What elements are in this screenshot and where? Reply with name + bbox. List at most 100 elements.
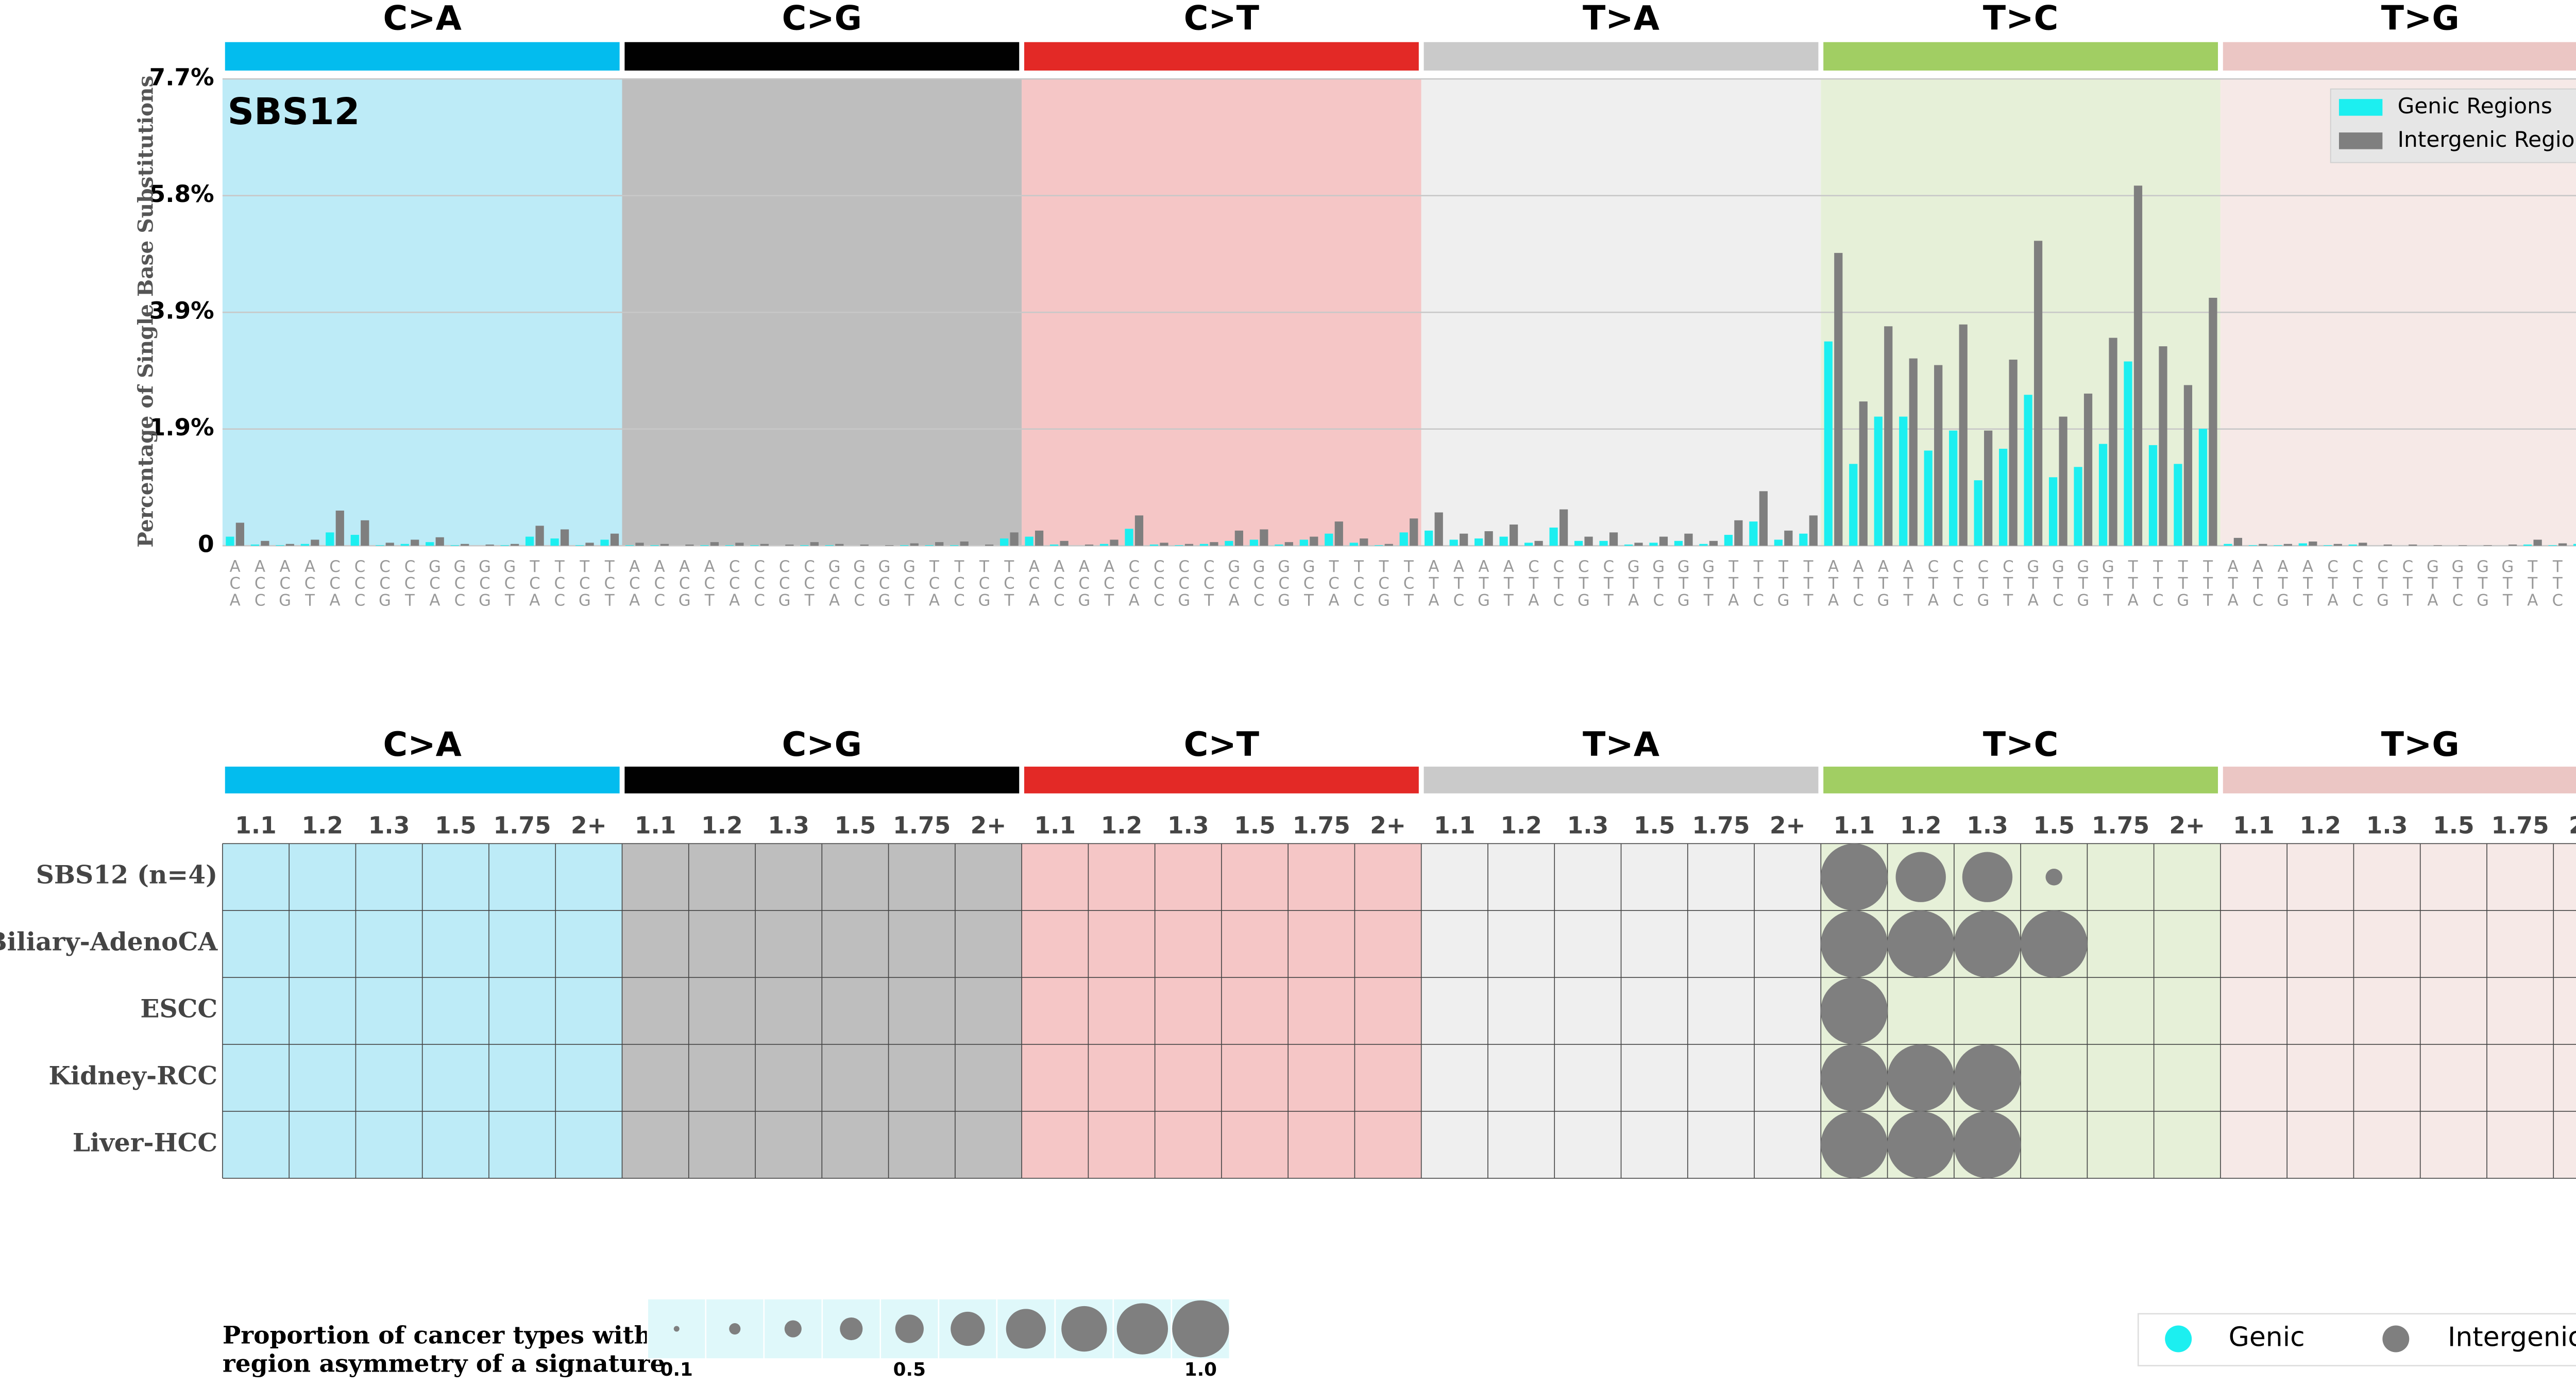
bar bbox=[1434, 512, 1443, 546]
bar bbox=[1334, 521, 1343, 546]
x-tick-label: CTC bbox=[1949, 557, 1968, 608]
bubble bbox=[2045, 868, 2062, 886]
row-label: Kidney-RCC bbox=[48, 1061, 217, 1090]
bar bbox=[835, 544, 844, 546]
size-legend-title: region asymmetry of a signature bbox=[223, 1349, 666, 1378]
size-legend-bubble bbox=[1172, 1300, 1229, 1358]
legend-swatch bbox=[2338, 132, 2383, 149]
x-tick-label: CCG bbox=[1175, 557, 1193, 608]
bar bbox=[2548, 545, 2557, 546]
x-tick-label: GTC bbox=[2049, 557, 2067, 608]
bar bbox=[1874, 416, 1883, 546]
bar bbox=[350, 535, 359, 546]
bar bbox=[2558, 543, 2567, 546]
group-label: T>C bbox=[1983, 0, 2058, 38]
group-label: C>A bbox=[383, 0, 462, 38]
x-tick-label: ATT bbox=[1499, 557, 1518, 608]
x-tick-label: GCT bbox=[1300, 557, 1318, 608]
bar bbox=[2198, 429, 2208, 546]
x-tick-label: CTA bbox=[1924, 557, 1942, 608]
bar bbox=[311, 539, 319, 546]
bar bbox=[326, 532, 334, 546]
x-tick-label: CTC bbox=[2349, 557, 2367, 608]
bar bbox=[1234, 530, 1244, 546]
y-tick-label: 0 bbox=[198, 531, 214, 558]
threshold-label: 1.3 bbox=[1167, 812, 1209, 839]
bar bbox=[2183, 385, 2193, 546]
bar bbox=[1634, 543, 1643, 546]
bar bbox=[2124, 361, 2132, 546]
legend-label: Genic bbox=[2229, 1322, 2305, 1353]
bar bbox=[1859, 401, 1868, 546]
threshold-label: 1.3 bbox=[368, 812, 410, 839]
x-tick-label: GCG bbox=[1275, 557, 1293, 608]
x-tick-label: TCC bbox=[1350, 557, 1368, 608]
threshold-label: 1.75 bbox=[1692, 812, 1750, 839]
bar bbox=[400, 544, 409, 546]
group-bar bbox=[1823, 766, 2218, 793]
threshold-label: 1.5 bbox=[2033, 812, 2075, 839]
bar bbox=[1449, 539, 1458, 546]
threshold-label: 1.5 bbox=[835, 812, 876, 839]
bar bbox=[2209, 297, 2217, 546]
x-tick-label: ATA bbox=[1425, 557, 1443, 608]
bar bbox=[2233, 537, 2243, 546]
x-tick-label: GCA bbox=[1225, 557, 1243, 608]
group-bar bbox=[2223, 766, 2576, 793]
threshold-label: 1.1 bbox=[2233, 812, 2275, 839]
bubble bbox=[1820, 1111, 1888, 1178]
x-tick-label: GTT bbox=[2498, 557, 2517, 608]
threshold-label: 1.3 bbox=[1567, 812, 1609, 839]
threshold-label: 2+ bbox=[2569, 812, 2576, 839]
bar bbox=[600, 539, 609, 546]
threshold-label: 1.5 bbox=[2433, 812, 2475, 839]
bar bbox=[2573, 544, 2576, 546]
x-tick-label: ACT bbox=[700, 557, 719, 608]
bar bbox=[685, 544, 694, 546]
bar bbox=[1509, 525, 1518, 546]
x-tick-label: GCC bbox=[450, 557, 469, 608]
x-tick-label: GTA bbox=[2424, 557, 2442, 608]
x-tick-label: ACG bbox=[675, 557, 694, 608]
bar bbox=[2059, 416, 2067, 546]
x-tick-label: TTT bbox=[1799, 557, 1818, 608]
bar bbox=[1924, 450, 1933, 546]
size-legend-title: Proportion of cancer types with bbox=[223, 1321, 652, 1349]
x-tick-label: TTC bbox=[2149, 557, 2167, 608]
bar bbox=[2159, 346, 2167, 546]
x-tick-label: ACA bbox=[226, 557, 244, 608]
size-legend-tick: 1.0 bbox=[1184, 1359, 1217, 1380]
x-tick-label: TTT bbox=[2199, 557, 2217, 608]
x-tick-label: GCG bbox=[875, 557, 893, 608]
bar bbox=[800, 545, 809, 546]
x-tick-label: TTA bbox=[2523, 557, 2542, 608]
group-bar bbox=[624, 42, 1020, 71]
bar bbox=[2348, 544, 2357, 546]
size-legend-bubble bbox=[1006, 1309, 1046, 1349]
bar bbox=[1084, 544, 1094, 546]
x-tick-label: TTA bbox=[2124, 557, 2142, 608]
y-tick-label: 3.9% bbox=[149, 297, 214, 325]
bar bbox=[700, 545, 709, 546]
threshold-label: 1.3 bbox=[1967, 812, 2008, 839]
bar bbox=[1899, 416, 1908, 546]
bar bbox=[1375, 545, 1383, 546]
threshold-label: 1.75 bbox=[2492, 812, 2549, 839]
group-label: T>G bbox=[2381, 0, 2460, 38]
bar bbox=[1399, 532, 1408, 546]
threshold-label: 1.2 bbox=[1101, 812, 1143, 839]
x-tick-label: TCG bbox=[575, 557, 594, 608]
bar bbox=[1724, 535, 1733, 546]
threshold-label: 1.3 bbox=[2366, 812, 2408, 839]
x-tick-label: TTG bbox=[1774, 557, 1793, 608]
bar bbox=[1249, 539, 1258, 546]
legend-swatch bbox=[2165, 1325, 2192, 1353]
bar bbox=[1149, 544, 1159, 546]
bar bbox=[650, 545, 659, 546]
bar bbox=[276, 545, 284, 546]
x-tick-label: CTA bbox=[2324, 557, 2342, 608]
group-label: C>G bbox=[782, 725, 862, 764]
x-tick-label: TTG bbox=[2573, 557, 2576, 608]
bar bbox=[485, 544, 494, 546]
bar bbox=[2433, 545, 2442, 546]
